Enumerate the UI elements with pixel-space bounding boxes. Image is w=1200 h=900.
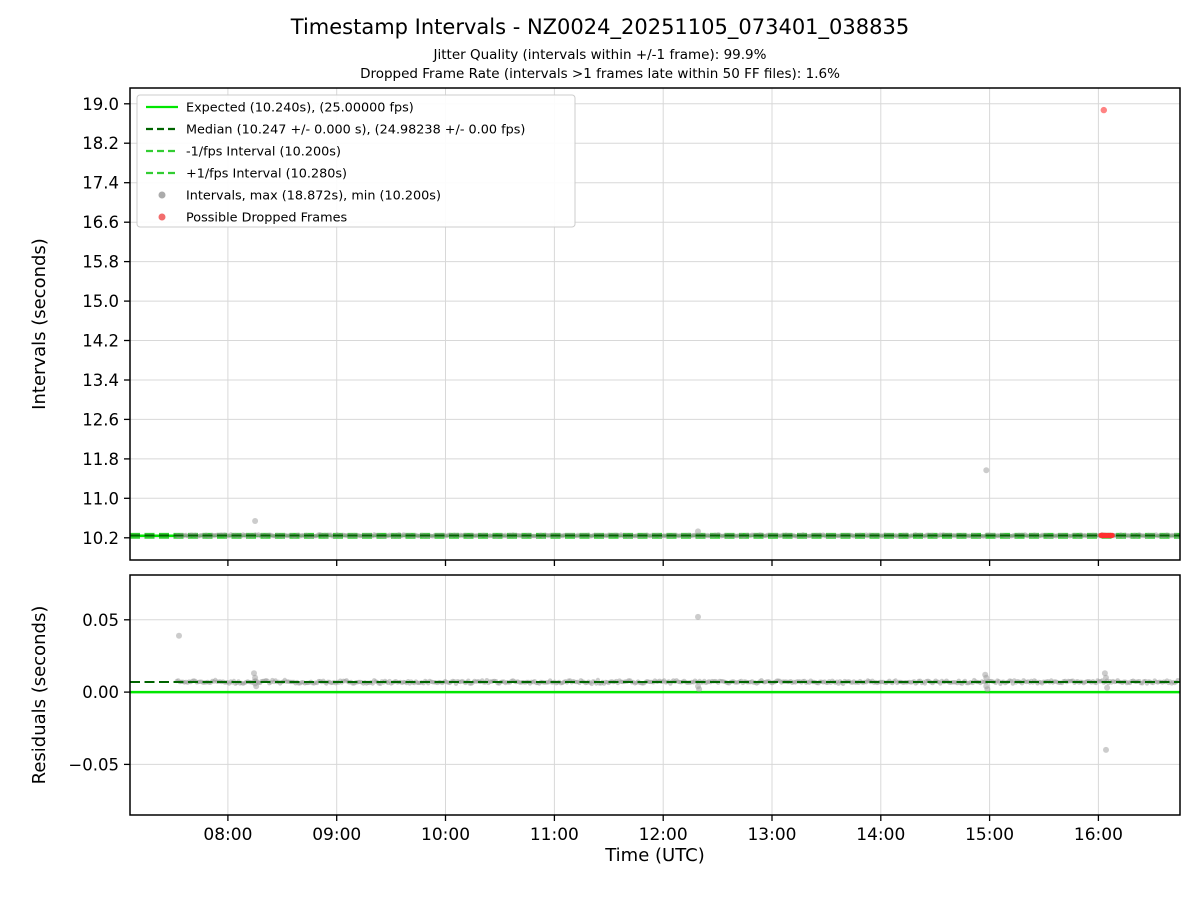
residuals-scatter-points [174,613,1181,753]
y-tick-label: 18.2 [82,134,119,153]
intervals-scatter-points [174,467,1181,539]
x-tick-label: 08:00 [203,825,252,845]
y-axis-label: Intervals (seconds) [29,238,50,410]
y-tick-label: 11.8 [82,450,119,469]
interval-outlier-point [984,686,991,693]
x-tick-label: 16:00 [1074,825,1123,845]
y-tick-label: 13.4 [82,371,119,390]
interval-outlier-point [252,674,259,681]
residuals-subplot: −0.05 0.00 0.05 08:00 09:00 10:00 11:00 12:00 13… [29,574,1181,845]
legend-label: Intervals, max (18.872s), min (10.200s) [186,189,441,204]
y-tick-label: 0.05 [82,611,119,630]
interval-outlier-point [252,518,259,524]
interval-outlier-point [696,686,703,693]
legend-item: -1/fps Interval (10.200s) [146,145,341,160]
legend-item: Expected (10.240s), (25.00000 fps) [146,101,414,116]
legend-label: -1/fps Interval (10.200s) [186,145,341,160]
chart-title: Timestamp Intervals - NZ0024_20251105_07… [290,15,910,39]
interval-outlier-point [695,528,701,535]
legend-item: Intervals, max (18.872s), min (10.200s) [158,189,441,204]
tick-labels: 10.2 11.0 11.8 12.6 13.4 14.2 15.0 15.8 16.6 17.4… [82,95,119,548]
legend-box [136,94,576,228]
grid-lines [130,575,1180,815]
legend-item: Possible Dropped Frames [158,211,347,226]
legend-label: Median (10.247 +/- 0.000 s), (24.98238 +… [186,123,525,138]
chart-subtitle-jitter-quality: Jitter Quality (intervals within +/-1 fr… [433,47,767,63]
legend-label: Expected (10.240s), (25.00000 fps) [186,101,414,116]
y-axis-label: Residuals (seconds) [29,606,50,785]
interval-outlier-point [1103,746,1109,753]
y-tick-label: −0.05 [68,755,119,774]
chart-subtitle-dropped-frame-rate: Dropped Frame Rate (intervals >1 frames … [360,66,840,82]
x-tick-label: 10:00 [421,825,470,845]
interval-outlier-point [1104,684,1111,691]
x-tick-label: 14:00 [856,825,905,845]
interval-outlier-point [983,467,990,474]
x-tick-label: 15:00 [965,825,1014,845]
axes-frame [129,87,1181,561]
x-tick-label: 13:00 [747,825,796,845]
legend-item: +1/fps Interval (10.280s) [146,167,347,182]
x-tick-label: 09:00 [312,825,361,845]
interval-outlier-point [253,683,260,690]
y-tick-label: 16.6 [82,213,119,232]
x-tick-label: 11:00 [530,825,579,845]
y-tick-label: 0.00 [82,683,119,702]
legend: Expected (10.240s), (25.00000 fps) Median… [136,94,576,228]
tick-marks [124,103,1100,566]
legend-marker-dot [158,191,166,199]
y-tick-label: 10.2 [82,529,119,548]
y-tick-label: 19.0 [82,95,119,114]
y-tick-label: 14.2 [82,332,119,351]
x-axis-label: Time (UTC) [604,845,705,866]
interval-outlier-point [176,632,182,639]
legend-label: +1/fps Interval (10.280s) [186,167,347,182]
dropped-frame-points [1098,106,1115,539]
interval-outlier-point [983,674,990,681]
legend-marker-dot [158,213,166,221]
tick-labels: −0.05 0.00 0.05 08:00 09:00 10:00 11:00 12:00 13… [68,611,1122,845]
y-tick-label: 15.8 [82,253,119,272]
y-tick-label: 11.0 [82,489,119,508]
legend-label: Possible Dropped Frames [186,211,347,226]
legend-item: Median (10.247 +/- 0.000 s), (24.98238 +… [146,123,525,138]
y-tick-label: 12.6 [82,410,119,429]
x-tick-label: 12:00 [639,825,688,845]
y-tick-label: 15.0 [82,292,119,311]
tick-marks [124,619,1100,821]
interval-outlier-point [1103,674,1109,681]
axes-frame [129,574,1181,816]
dropped-frame-max-point [1100,106,1108,114]
y-tick-label: 17.4 [82,174,119,193]
interval-outlier-point [695,613,701,620]
